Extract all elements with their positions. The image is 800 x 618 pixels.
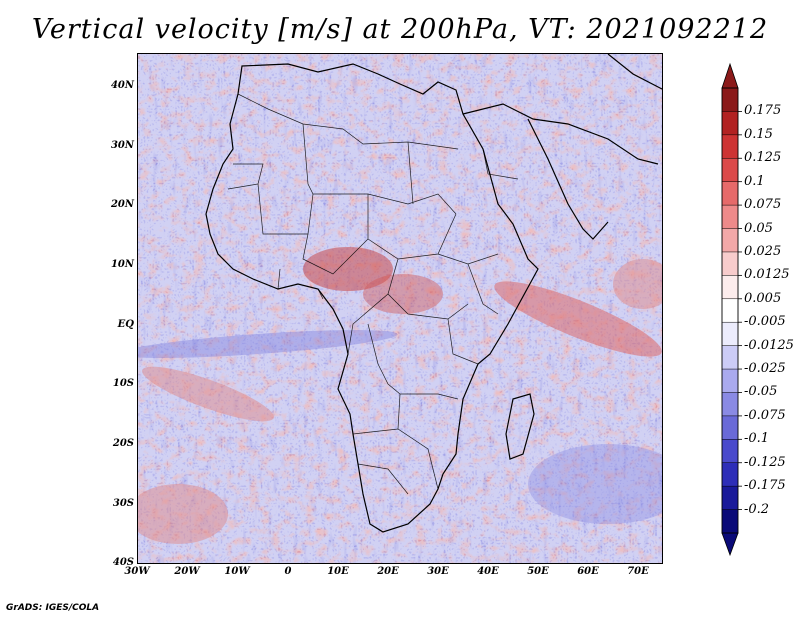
coastline (205, 54, 662, 533)
lon-label-20e: 20E (377, 566, 399, 577)
lat-label-40s: 40S (112, 557, 134, 568)
country-borders (227, 93, 519, 495)
colorbar-label: -0.025 (744, 361, 786, 377)
colorbar-swatch (721, 392, 739, 417)
lat-label-20s: 20S (112, 438, 134, 449)
lat-label-10s: 10S (112, 378, 134, 389)
grads-credit: GrADS: IGES/COLA (6, 603, 100, 613)
colorbar-swatch (721, 275, 739, 300)
lon-label-60e: 60E (577, 566, 599, 577)
lon-label-10e: 10E (327, 566, 349, 577)
colorbar-label: 0.005 (744, 290, 782, 306)
map-title: Vertical velocity [m/s] at 200hPa, VT: 2… (31, 14, 769, 45)
colorbar-label: -0.075 (744, 407, 786, 423)
colorbar-label: -0.175 (744, 478, 786, 494)
lat-label-30s: 30S (112, 498, 134, 509)
colorbar-label: -0.125 (744, 454, 786, 470)
colorbar-label: 0.075 (744, 197, 782, 213)
colorbar-swatch (721, 298, 739, 323)
colorbar-swatch (721, 368, 739, 394)
colorbar-swatch (721, 251, 739, 277)
lon-label-0: 0 (284, 566, 292, 577)
lon-label-50e: 50E (527, 566, 549, 577)
lon-label-30w: 30W (124, 566, 150, 577)
lat-label-30n: 30N (110, 140, 134, 151)
colorbar-top-arrow (721, 62, 739, 89)
lon-label-10w: 10W (224, 566, 250, 577)
colorbar-bottom-arrow (721, 532, 739, 557)
colorbar-swatch (721, 228, 739, 253)
colorbar-swatch (721, 345, 739, 370)
colorbar-label: 0.125 (744, 150, 782, 166)
colorbar-swatch (721, 158, 739, 183)
colorbar-swatch (721, 415, 739, 441)
colorbar-swatch (721, 321, 739, 347)
colorbar-outline (721, 87, 739, 534)
lon-label-40e: 40E (477, 566, 499, 577)
colorbar-label: 0.05 (744, 220, 773, 236)
colorbar-swatch (721, 509, 739, 534)
colorbar-label: -0.1 (744, 431, 770, 447)
lat-label-10n: 10N (110, 259, 134, 270)
colorbar-swatch (721, 134, 739, 160)
colorbar-label: -0.05 (744, 384, 778, 400)
lon-label-20w: 20W (174, 566, 200, 577)
colorbar-swatch (721, 439, 739, 464)
colorbar-label: -0.0125 (744, 337, 794, 353)
lat-label-20n: 20N (110, 199, 134, 210)
lat-label-eq: EQ (117, 319, 134, 330)
lat-label-40n: 40N (110, 80, 134, 91)
lon-label-30e: 30E (427, 566, 449, 577)
lon-label-70e: 70E (627, 566, 649, 577)
colorbar-label: -0.005 (744, 314, 786, 330)
colorbar-swatch (721, 181, 739, 206)
vertical-velocity-field (138, 54, 662, 563)
colorbar-swatch (721, 204, 739, 230)
map-panel[interactable] (137, 53, 663, 564)
colorbar-label: 0.0125 (744, 267, 790, 283)
colorbar-label: -0.2 (744, 501, 770, 517)
colorbar-swatch (721, 485, 739, 511)
colorbar-swatch (721, 462, 739, 487)
colorbar-swatch (721, 87, 739, 113)
colorbar-label: 0.025 (744, 243, 782, 259)
colorbar-label: 0.1 (744, 173, 765, 189)
colorbar-label: 0.15 (744, 126, 773, 142)
colorbar-label: 0.175 (744, 103, 782, 119)
colorbar-swatch (721, 111, 739, 136)
